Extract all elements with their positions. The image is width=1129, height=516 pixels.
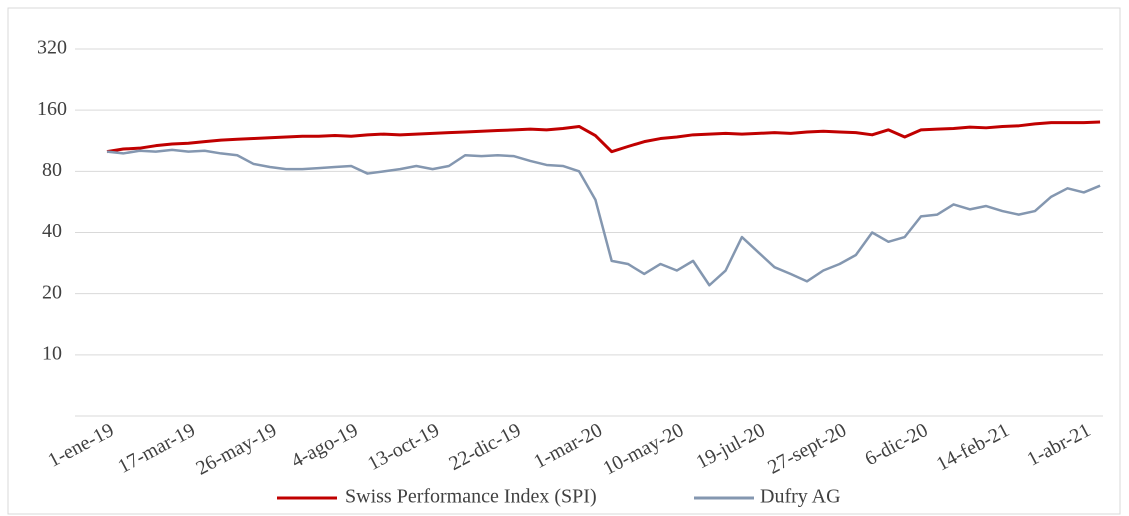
y-tick-label: 80 bbox=[42, 159, 62, 181]
y-tick-label: 20 bbox=[42, 281, 62, 303]
y-tick-label: 160 bbox=[37, 98, 67, 120]
y-tick-label: 40 bbox=[42, 220, 62, 242]
series-line bbox=[106, 120, 1101, 154]
chart-border bbox=[7, 7, 1121, 515]
legend-label: Dufry AG bbox=[760, 486, 841, 508]
series-line bbox=[106, 148, 1101, 287]
y-tick-label: 320 bbox=[37, 37, 67, 59]
legend-label: Swiss Performance Index (SPI) bbox=[345, 486, 597, 508]
y-tick-label: 10 bbox=[42, 342, 62, 364]
